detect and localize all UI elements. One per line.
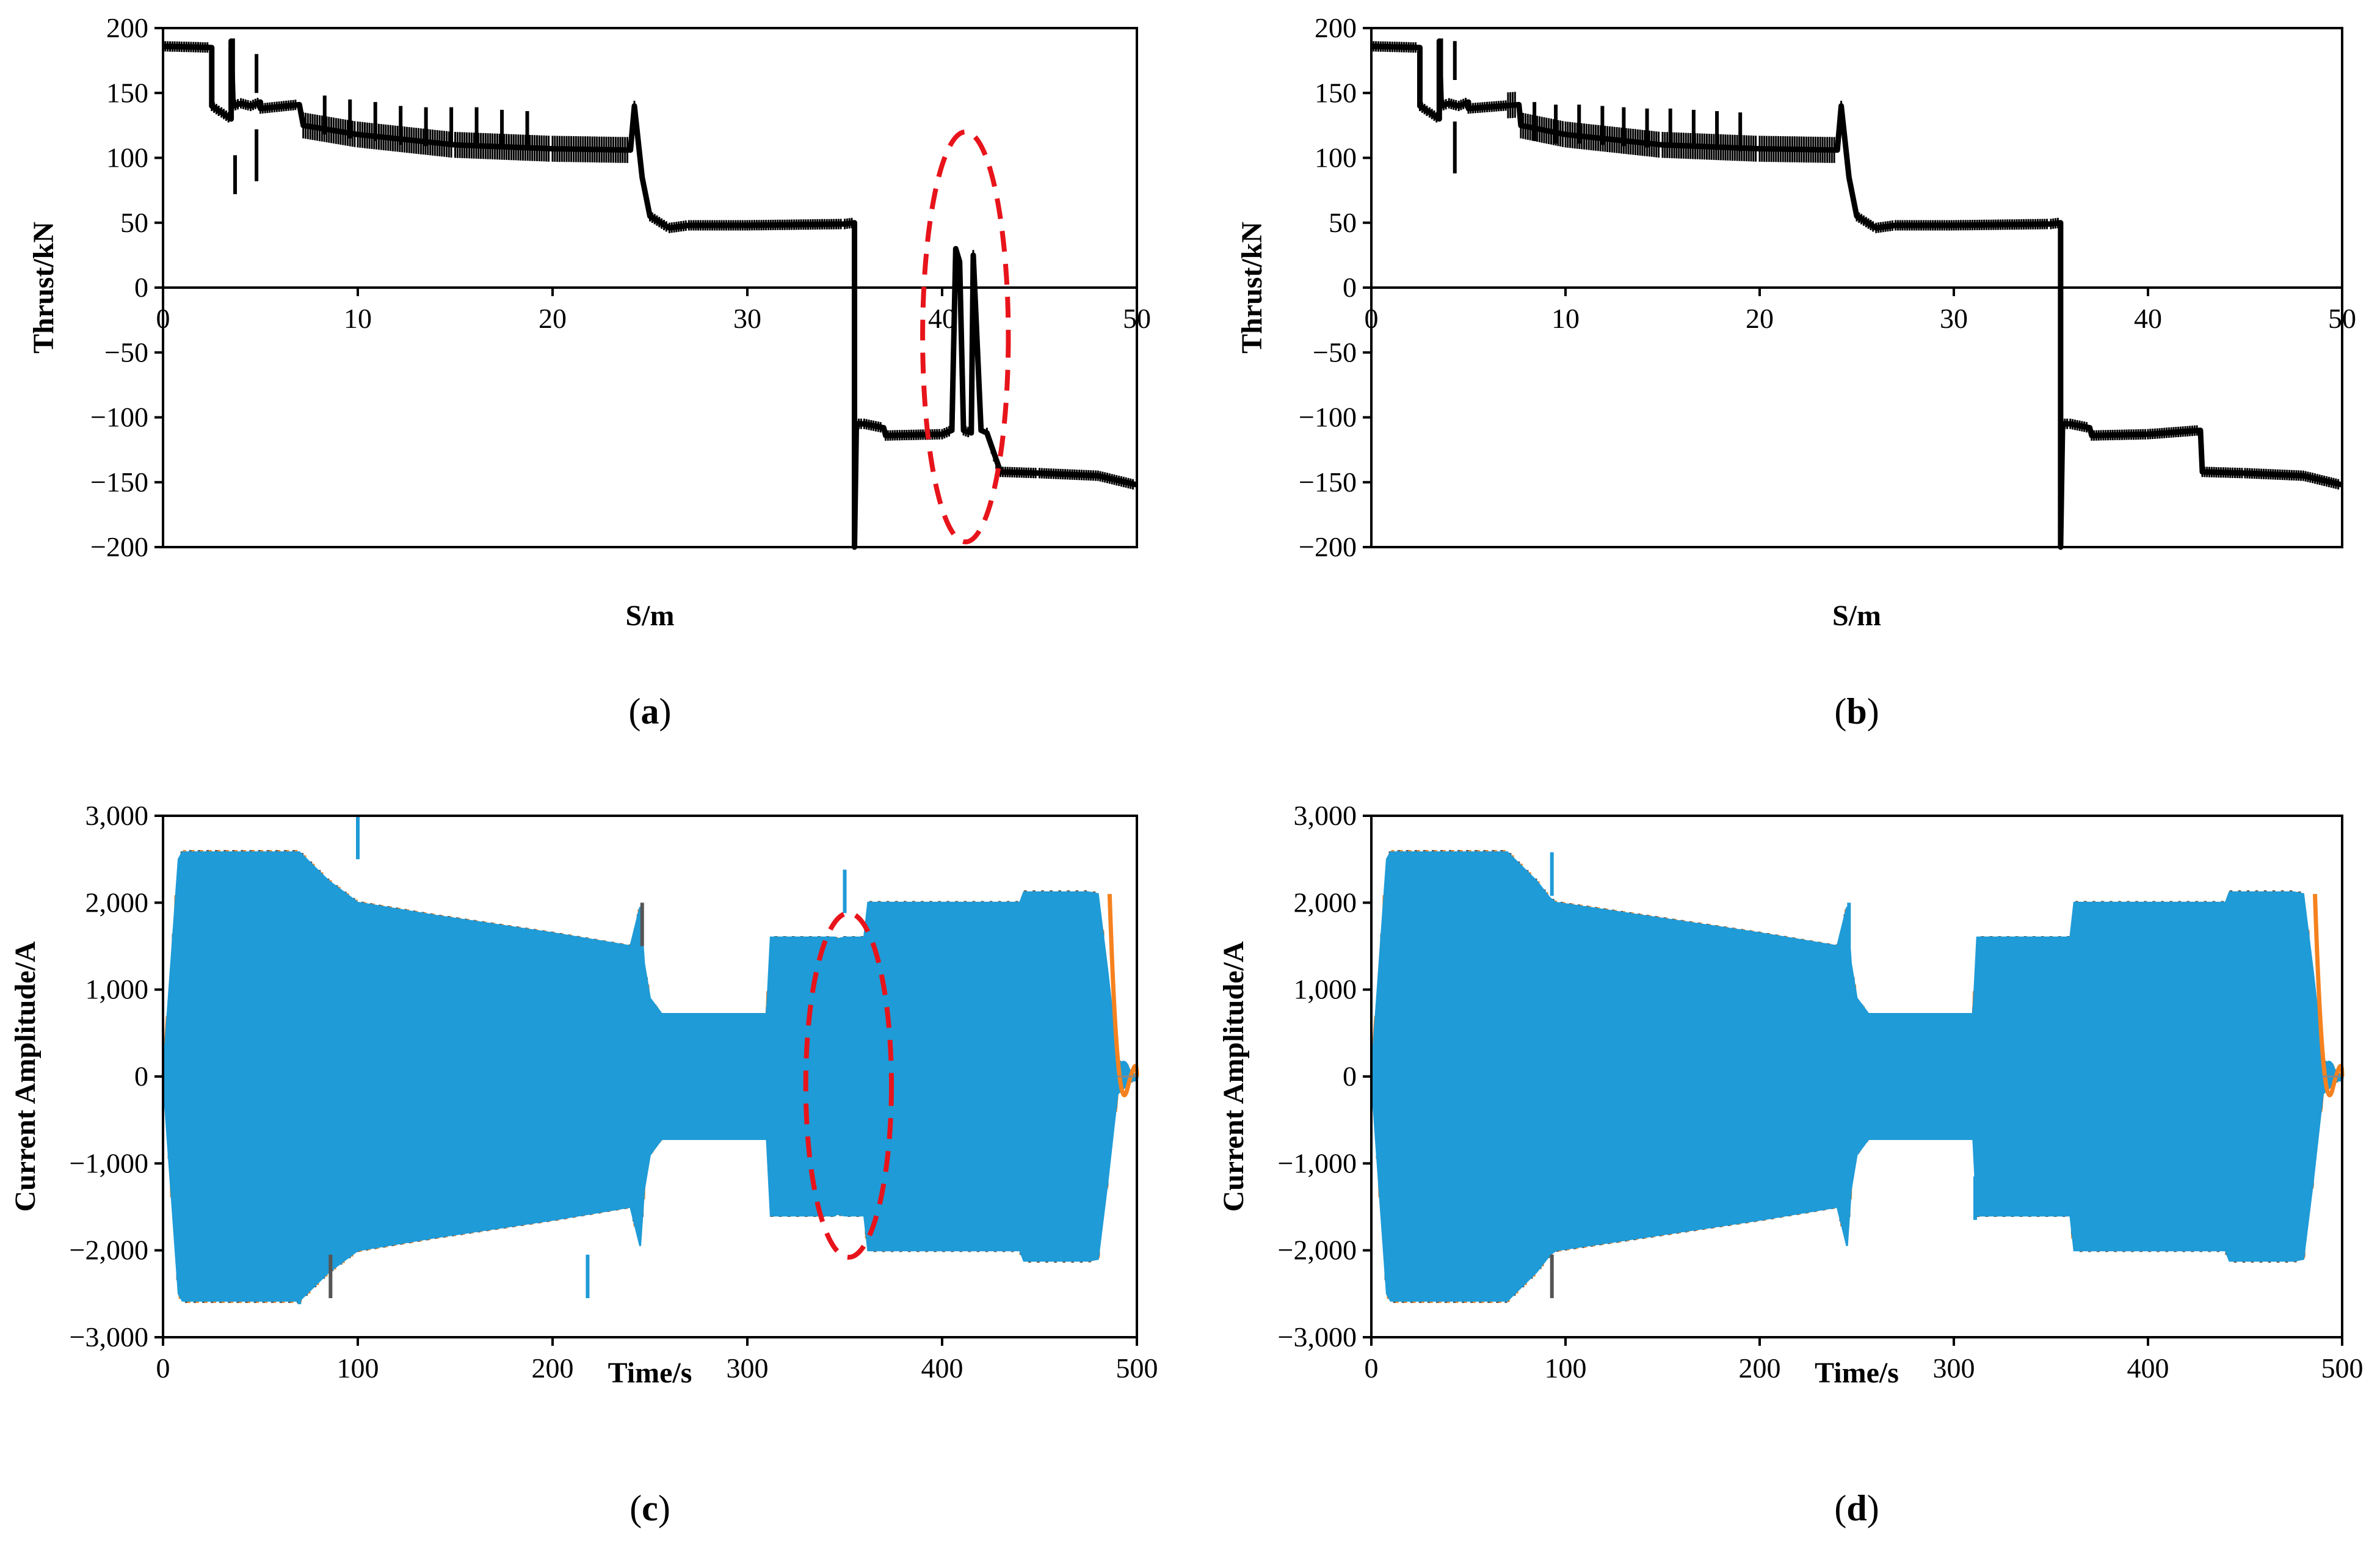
- y-tick-label: 200: [106, 12, 148, 43]
- x-tick-label: 50: [2328, 303, 2356, 334]
- x-tick-label: 20: [539, 303, 567, 334]
- x-tick-label: 40: [928, 303, 956, 334]
- y-tick-label: −50: [1313, 336, 1357, 368]
- y-tick-label: −3,000: [1278, 1321, 1357, 1352]
- y-tick-label: 100: [1315, 142, 1357, 173]
- x-tick-label: 400: [2127, 1352, 2169, 1384]
- x-tick-label: 100: [1545, 1352, 1587, 1384]
- y-tick-label: −100: [1299, 402, 1357, 433]
- fault-highlight-ellipse: [803, 910, 894, 1260]
- x-tick-label: 0: [156, 1352, 170, 1384]
- x-tick-label: 0: [156, 303, 170, 334]
- panel-caption: (d): [1834, 1488, 1879, 1528]
- y-tick-label: 1,000: [85, 974, 149, 1005]
- thrust-series-noise: [162, 41, 1134, 490]
- x-axis-title: Time/s: [608, 1357, 692, 1389]
- x-tick-label: 30: [733, 303, 761, 334]
- chart-panel-d: 3,000 2,000 1,000 0 −1,000 −2,000 −3,000 0 100 20…: [1217, 800, 2364, 1528]
- x-axis-title: S/m: [1832, 600, 1881, 632]
- y-tick-label: 50: [1329, 207, 1357, 238]
- y-tick-label: 2,000: [85, 887, 149, 918]
- y-tick-label: −1,000: [70, 1147, 148, 1178]
- current-tail-orange: [1107, 893, 1139, 1097]
- y-axis-title: Current Amplitude/A: [9, 941, 42, 1211]
- y-tick-label: −2,000: [1278, 1235, 1357, 1266]
- x-axis-title: S/m: [625, 600, 674, 632]
- x-tick-label: 50: [1123, 303, 1151, 334]
- current-phase-a-envelope: [1370, 851, 2344, 1302]
- x-tick-label: 100: [337, 1352, 379, 1384]
- x-tick-label: 10: [1551, 303, 1580, 334]
- panel-caption: (a): [629, 691, 672, 732]
- y-tick-label: 1,000: [1294, 974, 1357, 1005]
- x-tick-label: 200: [1739, 1352, 1781, 1384]
- y-tick-label: 200: [1315, 12, 1357, 43]
- y-tick-label: 0: [134, 1061, 148, 1092]
- x-tick-label: 500: [2321, 1352, 2364, 1384]
- chart-panel-b: 200 150 100 50 0 −50 −100 −150 −200 0 10 20 30 40 50 S/…: [1236, 12, 2356, 732]
- current-tail-orange: [2312, 893, 2345, 1097]
- x-tick-label: 40: [2134, 303, 2162, 334]
- caption-letter: d: [1846, 1488, 1867, 1528]
- y-tick-label: 3,000: [85, 800, 149, 831]
- chart-panel-c: 3,000 2,000 1,000 0 −1,000 −2,000 −3,000 0 100 20…: [9, 800, 1158, 1528]
- thrust-series-line: [1371, 38, 2343, 550]
- fault-highlight-ellipse: [920, 129, 1011, 545]
- y-tick-label: 3,000: [1294, 800, 1357, 831]
- x-tick-label: 300: [1933, 1352, 1975, 1384]
- current-phase-a-envelope: [162, 851, 1139, 1302]
- y-axis-title: Thrust/kN: [27, 222, 60, 354]
- y-tick-label: 0: [134, 272, 148, 303]
- x-tick-label: 200: [532, 1352, 574, 1384]
- y-tick-label: −3,000: [70, 1321, 148, 1352]
- y-tick-label: 150: [1315, 77, 1357, 108]
- x-tick-label: 500: [1116, 1352, 1158, 1384]
- y-tick-label: 2,000: [1294, 887, 1357, 918]
- caption-letter: b: [1846, 691, 1867, 732]
- x-tick-label: 400: [921, 1352, 963, 1384]
- x-tick-label: 10: [344, 303, 372, 334]
- y-tick-label: −200: [1299, 531, 1357, 562]
- y-tick-label: −1,000: [1278, 1147, 1357, 1178]
- y-tick-label: 0: [1343, 272, 1357, 303]
- x-axis-title: Time/s: [1815, 1357, 1899, 1389]
- y-tick-label: 150: [106, 77, 148, 108]
- x-tick-label: 0: [1365, 303, 1379, 334]
- y-axis-title: Thrust/kN: [1236, 222, 1268, 354]
- caption-letter: a: [641, 691, 659, 732]
- y-tick-label: −2,000: [70, 1235, 148, 1266]
- chart-panel-a: 200 150 100 50 0 −50 −100 −150 −200 0 10 20 30 40 50 S/…: [27, 12, 1151, 732]
- caption-letter: c: [642, 1488, 658, 1528]
- y-tick-label: 0: [1343, 1061, 1357, 1092]
- y-axis-title: Current Amplitude/A: [1217, 941, 1250, 1211]
- thrust-series-line: [162, 38, 1138, 550]
- x-tick-label: 20: [1746, 303, 1774, 334]
- y-tick-label: −150: [90, 467, 148, 498]
- y-tick-label: 50: [120, 207, 148, 238]
- y-tick-label: −50: [104, 336, 148, 368]
- panel-caption: (c): [629, 1488, 670, 1528]
- panel-caption: (b): [1834, 691, 1879, 732]
- y-tick-label: −200: [90, 531, 148, 562]
- x-tick-label: 300: [727, 1352, 769, 1384]
- x-tick-label: 0: [1365, 1352, 1379, 1384]
- thrust-series-noise: [1370, 41, 2340, 490]
- y-tick-label: −150: [1299, 467, 1357, 498]
- x-tick-label: 30: [1940, 303, 1968, 334]
- y-tick-label: 100: [106, 142, 148, 173]
- y-tick-label: −100: [90, 402, 148, 433]
